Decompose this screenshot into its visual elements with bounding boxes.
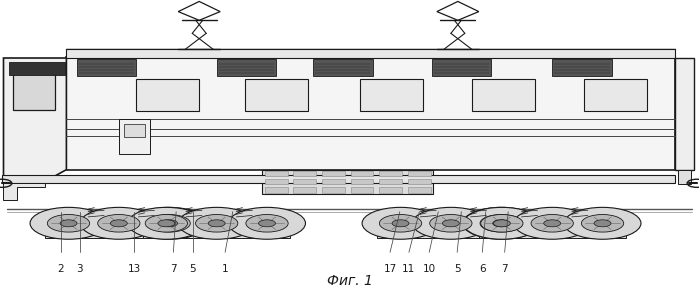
Bar xyxy=(350,179,373,184)
Circle shape xyxy=(229,207,305,239)
Circle shape xyxy=(442,220,459,227)
Circle shape xyxy=(582,215,624,232)
Text: Фиг. 1: Фиг. 1 xyxy=(326,274,373,288)
Bar xyxy=(265,187,288,193)
Circle shape xyxy=(80,207,157,239)
Bar xyxy=(408,179,431,184)
Circle shape xyxy=(544,220,561,227)
Bar xyxy=(322,187,345,193)
Circle shape xyxy=(98,215,140,232)
Text: 5: 5 xyxy=(189,264,196,274)
Circle shape xyxy=(131,207,208,239)
Bar xyxy=(77,59,136,76)
Text: 7: 7 xyxy=(170,264,177,274)
Circle shape xyxy=(128,207,205,239)
Circle shape xyxy=(412,207,489,239)
Circle shape xyxy=(380,215,421,232)
Circle shape xyxy=(392,220,409,227)
Polygon shape xyxy=(3,183,45,200)
Bar xyxy=(350,187,373,193)
Bar xyxy=(9,62,65,75)
Bar xyxy=(432,59,491,76)
Bar xyxy=(360,79,423,111)
Circle shape xyxy=(531,215,573,232)
Bar xyxy=(379,187,402,193)
Circle shape xyxy=(48,215,89,232)
Circle shape xyxy=(196,215,238,232)
Text: 5: 5 xyxy=(454,264,461,274)
Bar xyxy=(584,79,647,111)
Circle shape xyxy=(178,207,255,239)
Text: 13: 13 xyxy=(128,264,140,274)
Bar xyxy=(143,217,290,238)
Bar xyxy=(217,59,276,76)
Circle shape xyxy=(110,220,127,227)
Bar xyxy=(294,187,317,193)
Circle shape xyxy=(158,220,175,227)
Circle shape xyxy=(246,215,288,232)
Circle shape xyxy=(259,220,275,227)
Bar xyxy=(245,79,308,111)
Bar xyxy=(66,57,675,170)
Bar xyxy=(66,49,675,58)
Text: 3: 3 xyxy=(76,264,83,274)
Bar xyxy=(472,79,535,111)
Polygon shape xyxy=(3,58,66,181)
Bar xyxy=(377,217,524,238)
Circle shape xyxy=(463,207,540,239)
Text: 6: 6 xyxy=(479,264,486,274)
Bar xyxy=(350,171,373,176)
Text: 17: 17 xyxy=(384,264,396,274)
Circle shape xyxy=(208,220,225,227)
Bar xyxy=(379,179,402,184)
Circle shape xyxy=(60,220,77,227)
Bar xyxy=(294,179,317,184)
Circle shape xyxy=(148,215,190,232)
Bar xyxy=(124,124,145,137)
Bar xyxy=(322,171,345,176)
Circle shape xyxy=(564,207,641,239)
Text: 2: 2 xyxy=(57,264,64,274)
Text: 1: 1 xyxy=(222,264,229,274)
Bar xyxy=(675,58,694,170)
Circle shape xyxy=(594,220,611,227)
Bar xyxy=(408,187,431,193)
Circle shape xyxy=(430,215,472,232)
Bar xyxy=(265,179,288,184)
Bar xyxy=(119,119,150,154)
Circle shape xyxy=(514,207,591,239)
Text: 7: 7 xyxy=(501,264,508,274)
Circle shape xyxy=(480,215,522,232)
Bar xyxy=(136,79,199,111)
Bar xyxy=(13,72,55,110)
Circle shape xyxy=(493,220,510,227)
Circle shape xyxy=(481,215,523,232)
Circle shape xyxy=(30,207,107,239)
Bar xyxy=(2,175,675,183)
Circle shape xyxy=(161,220,178,227)
Circle shape xyxy=(362,207,439,239)
Circle shape xyxy=(145,215,187,232)
Circle shape xyxy=(463,207,540,239)
Bar xyxy=(262,170,433,194)
Bar xyxy=(45,217,192,238)
Bar xyxy=(479,217,626,238)
Bar xyxy=(408,171,431,176)
Text: 11: 11 xyxy=(403,264,415,274)
Bar xyxy=(294,171,317,176)
Bar xyxy=(678,170,691,184)
Text: 10: 10 xyxy=(423,264,435,274)
Bar xyxy=(322,179,345,184)
Bar xyxy=(379,171,402,176)
Bar xyxy=(265,171,288,176)
Bar xyxy=(552,59,612,76)
Bar xyxy=(313,59,373,76)
Circle shape xyxy=(493,220,510,227)
